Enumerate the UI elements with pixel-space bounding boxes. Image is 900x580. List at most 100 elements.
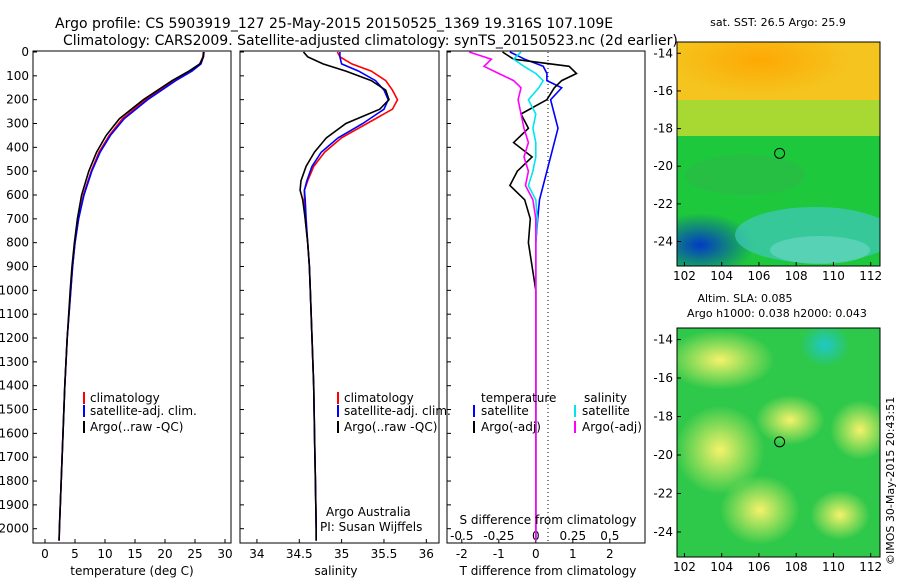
legend-s-satellite-label: satellite [582,404,630,418]
series-line-1 [303,52,390,541]
longitude-tick-label: 112 [859,269,882,283]
longitude-tick-label: 102 [673,269,696,283]
legend-t-argo-label: Argo(-adj) [481,420,541,434]
salinity-tick-label: 35 [334,547,349,561]
depth-tick-label: 1400 [0,379,29,393]
temperature-panel: 0100200300400500600700800900100011001200… [0,45,451,578]
depth-tick-label: 1300 [0,355,29,369]
depth-tick-label: 1000 [0,283,29,297]
difference-legend: temperature salinity satellite Argo(-adj… [473,391,642,434]
temperature-tick-label: 10 [97,547,112,561]
legend-argo-label: Argo(..raw -QC) [344,420,437,434]
depth-tick-label: 1500 [0,403,29,417]
longitude-tick-label: 104 [710,560,733,574]
header-line-2: Climatology: CARS2009. Satellite-adjuste… [63,33,678,49]
salinity-axis-label: salinity [314,564,357,578]
sst-green-patch [685,155,805,195]
longitude-tick-label: 110 [822,560,845,574]
salinity-tick-label: 34 [249,547,264,561]
temperature-axis-label: temperature (deg C) [70,564,193,578]
temperature-tick-label: 15 [127,547,142,561]
depth-tick-label: 200 [6,93,29,107]
legend-climatology-label: climatology [90,391,160,405]
depth-tick-label: 100 [6,69,29,83]
temperature-plot-frame [32,50,232,544]
sst-transition-band [677,100,880,136]
argo-float-marker [774,147,786,159]
sla-high-4 [830,400,880,460]
temperature-tick-label: 30 [217,547,232,561]
difference-panel: -2 -1 0 1 2-0.5 -0.25 0 0.25 0.5 S difference fr… [446,50,646,578]
depth-tick-label: 1100 [0,307,29,321]
legend-satellite-label: satellite-adj. clim. [90,404,197,418]
depth-tick-label: 400 [6,140,29,154]
s-difference-axis-label: S difference from climatology [460,513,637,527]
longitude-tick-label: 106 [747,560,770,574]
sla-low-cyan [800,328,850,367]
depth-tick-label: 700 [6,212,29,226]
imos-timestamp: ©IMOS 30-May-2015 20:43:51 [884,397,897,565]
s-difference-tick-label: 0.5 [600,529,619,543]
argo-float-marker [774,436,786,448]
depth-tick-label: 600 [6,188,29,202]
sla-map-field [677,328,880,557]
temperature-tick-label: 0 [41,547,49,561]
difference-line-1 [502,51,578,541]
depth-tick-label: 900 [6,260,29,274]
temperature-legend: climatology satellite-adj. clim. Argo(..… [83,391,197,434]
sla-map-frame [676,327,881,558]
t-difference-tick-label: -1 [493,547,505,561]
depth-tick-label: 1600 [0,426,29,440]
legend-salinity-title: salinity [584,391,627,405]
sst-map-panel: sat. SST: 26.5 Argo: 25.9 102 104 106 108 11… [653,16,882,283]
legend-t-satellite-label: satellite [481,404,529,418]
t-difference-tick-label: 1 [569,547,577,561]
latitude-tick-label: -18 [653,122,673,136]
series-line-2 [299,51,390,541]
longitude-tick-label: 108 [785,560,808,574]
sst-map-frame [676,41,881,267]
sla-high-6 [810,490,870,540]
legend-s-argo-label: Argo(-adj) [582,420,642,434]
latitude-tick-label: -16 [653,371,673,385]
depth-tick-label: 1800 [0,474,29,488]
t-difference-tick-label: 2 [606,547,614,561]
salinity-tick-label: 34.5 [286,547,313,561]
latitude-tick-label: -14 [653,46,673,60]
latitude-tick-label: -20 [653,448,673,462]
latitude-tick-label: -16 [653,84,673,98]
longitude-tick-label: 112 [859,560,882,574]
s-difference-tick-label: -0.25 [483,529,514,543]
temperature-tick-label: 25 [187,547,202,561]
sla-map-panel: Altim. SLA: 0.085 Argo h1000: 0.038 h200… [653,292,882,574]
sst-cool-water [677,213,755,266]
sla-high-5 [720,475,800,545]
latitude-tick-label: -14 [653,333,673,347]
sla-high-3 [755,395,825,445]
latitude-tick-label: -20 [653,159,673,173]
latitude-tick-label: -24 [653,235,673,249]
s-difference-tick-label: 0.25 [559,529,586,543]
salinity-tick-label: 36 [419,547,434,561]
latitude-tick-label: -22 [653,486,673,500]
longitude-tick-label: 102 [673,560,696,574]
longitude-tick-label: 110 [822,269,845,283]
depth-tick-label: 1900 [0,498,29,512]
series-line-1 [58,52,205,541]
latitude-tick-label: -24 [653,525,673,539]
depth-tick-label: 500 [6,164,29,178]
legend-satellite-label: satellite-adj. clim. [344,404,451,418]
sst-light-water [770,236,870,264]
depth-tick-label: 2000 [0,522,29,536]
series-line-2 [58,51,205,541]
temperature-tick-label: 20 [157,547,172,561]
sla-map-subtitle: Argo h1000: 0.038 h2000: 0.043 [687,307,867,320]
depth-tick-label: 800 [6,236,29,250]
longitude-tick-label: 104 [710,269,733,283]
salinity-tick-label: 35.5 [371,547,398,561]
series-line-0 [58,51,205,541]
sst-map-field [677,42,880,266]
pi-note: PI: Susan Wijffels [320,520,422,534]
latitude-tick-label: -22 [653,197,673,211]
salinity-panel: 34 34.5 35 35.5 36 salinity climatology sate… [239,50,451,578]
